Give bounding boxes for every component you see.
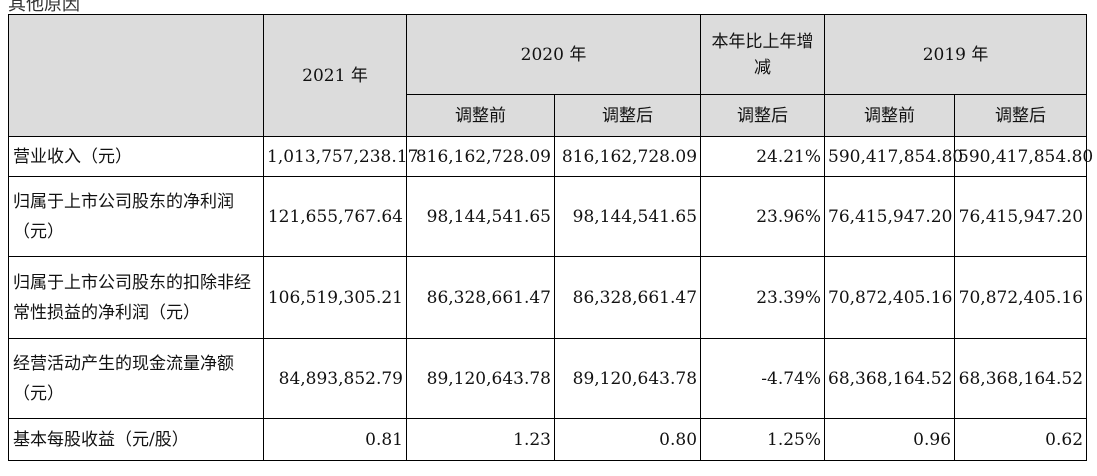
row-label: 归属于上市公司股东的净利润（元） [8, 176, 264, 257]
table-row: 营业收入（元） 1,013,757,238.17 816,162,728.09 … [8, 136, 1093, 177]
cell-value: 23.96% [700, 176, 826, 257]
section-caption: 其他原因 [8, 0, 80, 15]
cell-value: 0.81 [263, 418, 407, 461]
cell-value: 23.39% [700, 256, 826, 339]
row-label: 归属于上市公司股东的扣除非经常性损益的净利润（元） [8, 256, 264, 339]
table-row: 基本每股收益（元/股） 0.81 1.23 0.80 1.25% 0.96 0.… [8, 418, 1088, 461]
cell-value: 84,893,852.79 [263, 338, 407, 419]
row-label: 基本每股收益（元/股） [8, 418, 264, 461]
table-row: 归属于上市公司股东的扣除非经常性损益的净利润（元） 106,519,305.21… [8, 256, 1088, 339]
header-year-2021: 2021 年 [263, 14, 407, 137]
cell-value: 89,120,643.78 [406, 338, 555, 419]
row-label: 营业收入（元） [8, 136, 264, 177]
cell-value: 106,519,305.21 [263, 256, 407, 339]
header-change-after: 调整后 [700, 94, 826, 137]
cell-value: 86,328,661.47 [553, 256, 702, 339]
cell-value: 590,417,854.80 [824, 136, 963, 177]
cell-value: 121,655,767.64 [263, 176, 407, 257]
cell-value: 76,415,947.20 [824, 176, 956, 257]
cell-value: 590,417,854.80 [954, 136, 1093, 177]
cell-value: 1.25% [700, 418, 826, 461]
financial-data-table: 2021 年 2020 年 本年比上年增减 2019 年 调整前 调整后 调整后… [8, 14, 1093, 461]
cell-value: 68,368,164.52 [954, 338, 1088, 419]
cell-value: 24.21% [700, 136, 826, 177]
header-2020-after: 调整后 [553, 94, 702, 137]
header-2019-before: 调整前 [824, 94, 956, 137]
header-blank-cell [8, 14, 264, 137]
header-2020-before: 调整前 [406, 94, 555, 137]
cell-value: 1,013,757,238.17 [263, 136, 418, 177]
cell-value: 0.96 [824, 418, 956, 461]
cell-value: 98,144,541.65 [553, 176, 702, 257]
header-year-2019: 2019 年 [824, 14, 1088, 95]
cell-value: 70,872,405.16 [824, 256, 956, 339]
cell-value: 89,120,643.78 [553, 338, 702, 419]
cell-value: 98,144,541.65 [406, 176, 555, 257]
cell-value: 76,415,947.20 [954, 176, 1088, 257]
cell-value: 70,872,405.16 [954, 256, 1088, 339]
cell-value: 816,162,728.09 [406, 136, 555, 177]
cell-value: 68,368,164.52 [824, 338, 956, 419]
row-label: 经营活动产生的现金流量净额（元） [8, 338, 264, 419]
cell-value: 0.80 [553, 418, 702, 461]
table-row: 归属于上市公司股东的净利润（元） 121,655,767.64 98,144,5… [8, 176, 1088, 257]
cell-value: 1.23 [406, 418, 555, 461]
cell-value: 0.62 [954, 418, 1088, 461]
header-year-2020: 2020 年 [405, 14, 702, 95]
header-2019-after: 调整后 [954, 94, 1088, 137]
cell-value: 816,162,728.09 [553, 136, 702, 177]
cell-value: -4.74% [700, 338, 826, 419]
table-row: 经营活动产生的现金流量净额（元） 84,893,852.79 89,120,64… [8, 338, 1088, 419]
cell-value: 86,328,661.47 [406, 256, 555, 339]
header-yoy-change: 本年比上年增减 [700, 14, 826, 95]
